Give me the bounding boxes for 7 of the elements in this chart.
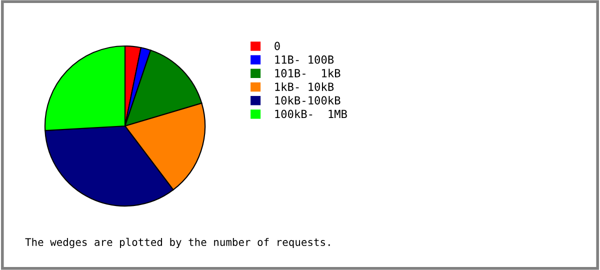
text: The wedges are plotted by the number of requests. bbox=[25, 238, 330, 248]
legend-label: 11B- 100B bbox=[275, 55, 334, 64]
legend-label: 100kB- 1MB bbox=[275, 110, 347, 118]
legend-label: 1kB- 10kB bbox=[275, 82, 334, 91]
legend-label: 10kB-100kB bbox=[275, 96, 340, 105]
legend-label: 101B- 1kB bbox=[275, 68, 340, 78]
legend-label: 0 bbox=[274, 42, 280, 50]
